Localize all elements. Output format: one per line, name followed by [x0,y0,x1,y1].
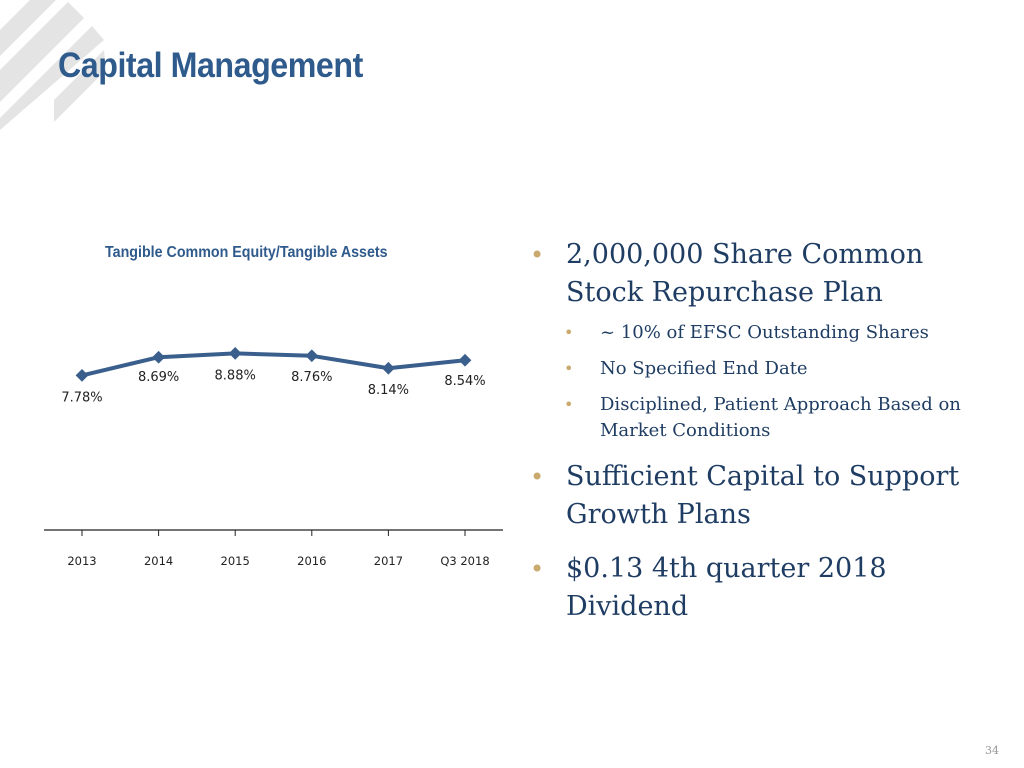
bullet-dot: • [530,555,545,583]
series-line [81,351,466,378]
data-point-marker [458,353,472,367]
data-point-marker [152,350,165,364]
bullet-dividend: • $0.13 4th quarter 2018 Dividend [530,550,1000,626]
bullet-capital: • Sufficient Capital to Support Growth Pl… [530,458,1000,534]
data-label: 7.78% [61,390,102,405]
x-tick-label: 2016 [297,554,326,568]
sub-bullet-approach: • Disciplined, Patient Approach Based on … [564,394,961,441]
bullet-dot: • [530,463,545,491]
x-tick-label: 2013 [67,554,96,568]
x-tick-label: 2015 [221,554,250,568]
line-chart: 2013 7.78% 2014 8.69% 2015 8.88% 2016 8.76% 2017… [44,347,503,568]
bullet-dot: • [564,395,574,414]
bullet-dot: • [564,359,574,378]
data-label: 8.76% [291,370,332,385]
logo-stripes [0,0,106,130]
x-tick-label: 2014 [144,554,173,568]
bullet-dot: • [530,241,545,269]
chart-title: Tangible Common Equity/Tangible Assets [105,244,388,261]
bullet-list: • 2,000,000 Share Common Stock Repurchase… [530,236,1000,626]
x-tick-label: Q3 2018 [440,554,489,568]
data-point-marker [75,369,89,382]
data-point-marker [305,349,319,363]
data-label: 8.14% [368,383,409,398]
data-point-marker [382,361,395,375]
x-tick-label: 2017 [374,554,403,568]
sub-bullet-outstanding-shares: • ~ 10% of EFSC Outstanding Shares [530,320,1000,346]
data-label: 8.88% [215,368,256,383]
data-point-marker [228,347,242,360]
sub-bullet-end-date: • No Specified End Date [530,356,1000,382]
data-label: 8.69% [138,370,179,385]
data-label: 8.54% [444,374,485,389]
page-title: Capital Management [58,46,363,85]
bullet-repurchase-plan: • 2,000,000 Share Common Stock Repurchase… [530,236,1000,312]
bullet-dot: • [564,323,574,342]
page-number: 34 [985,744,999,757]
